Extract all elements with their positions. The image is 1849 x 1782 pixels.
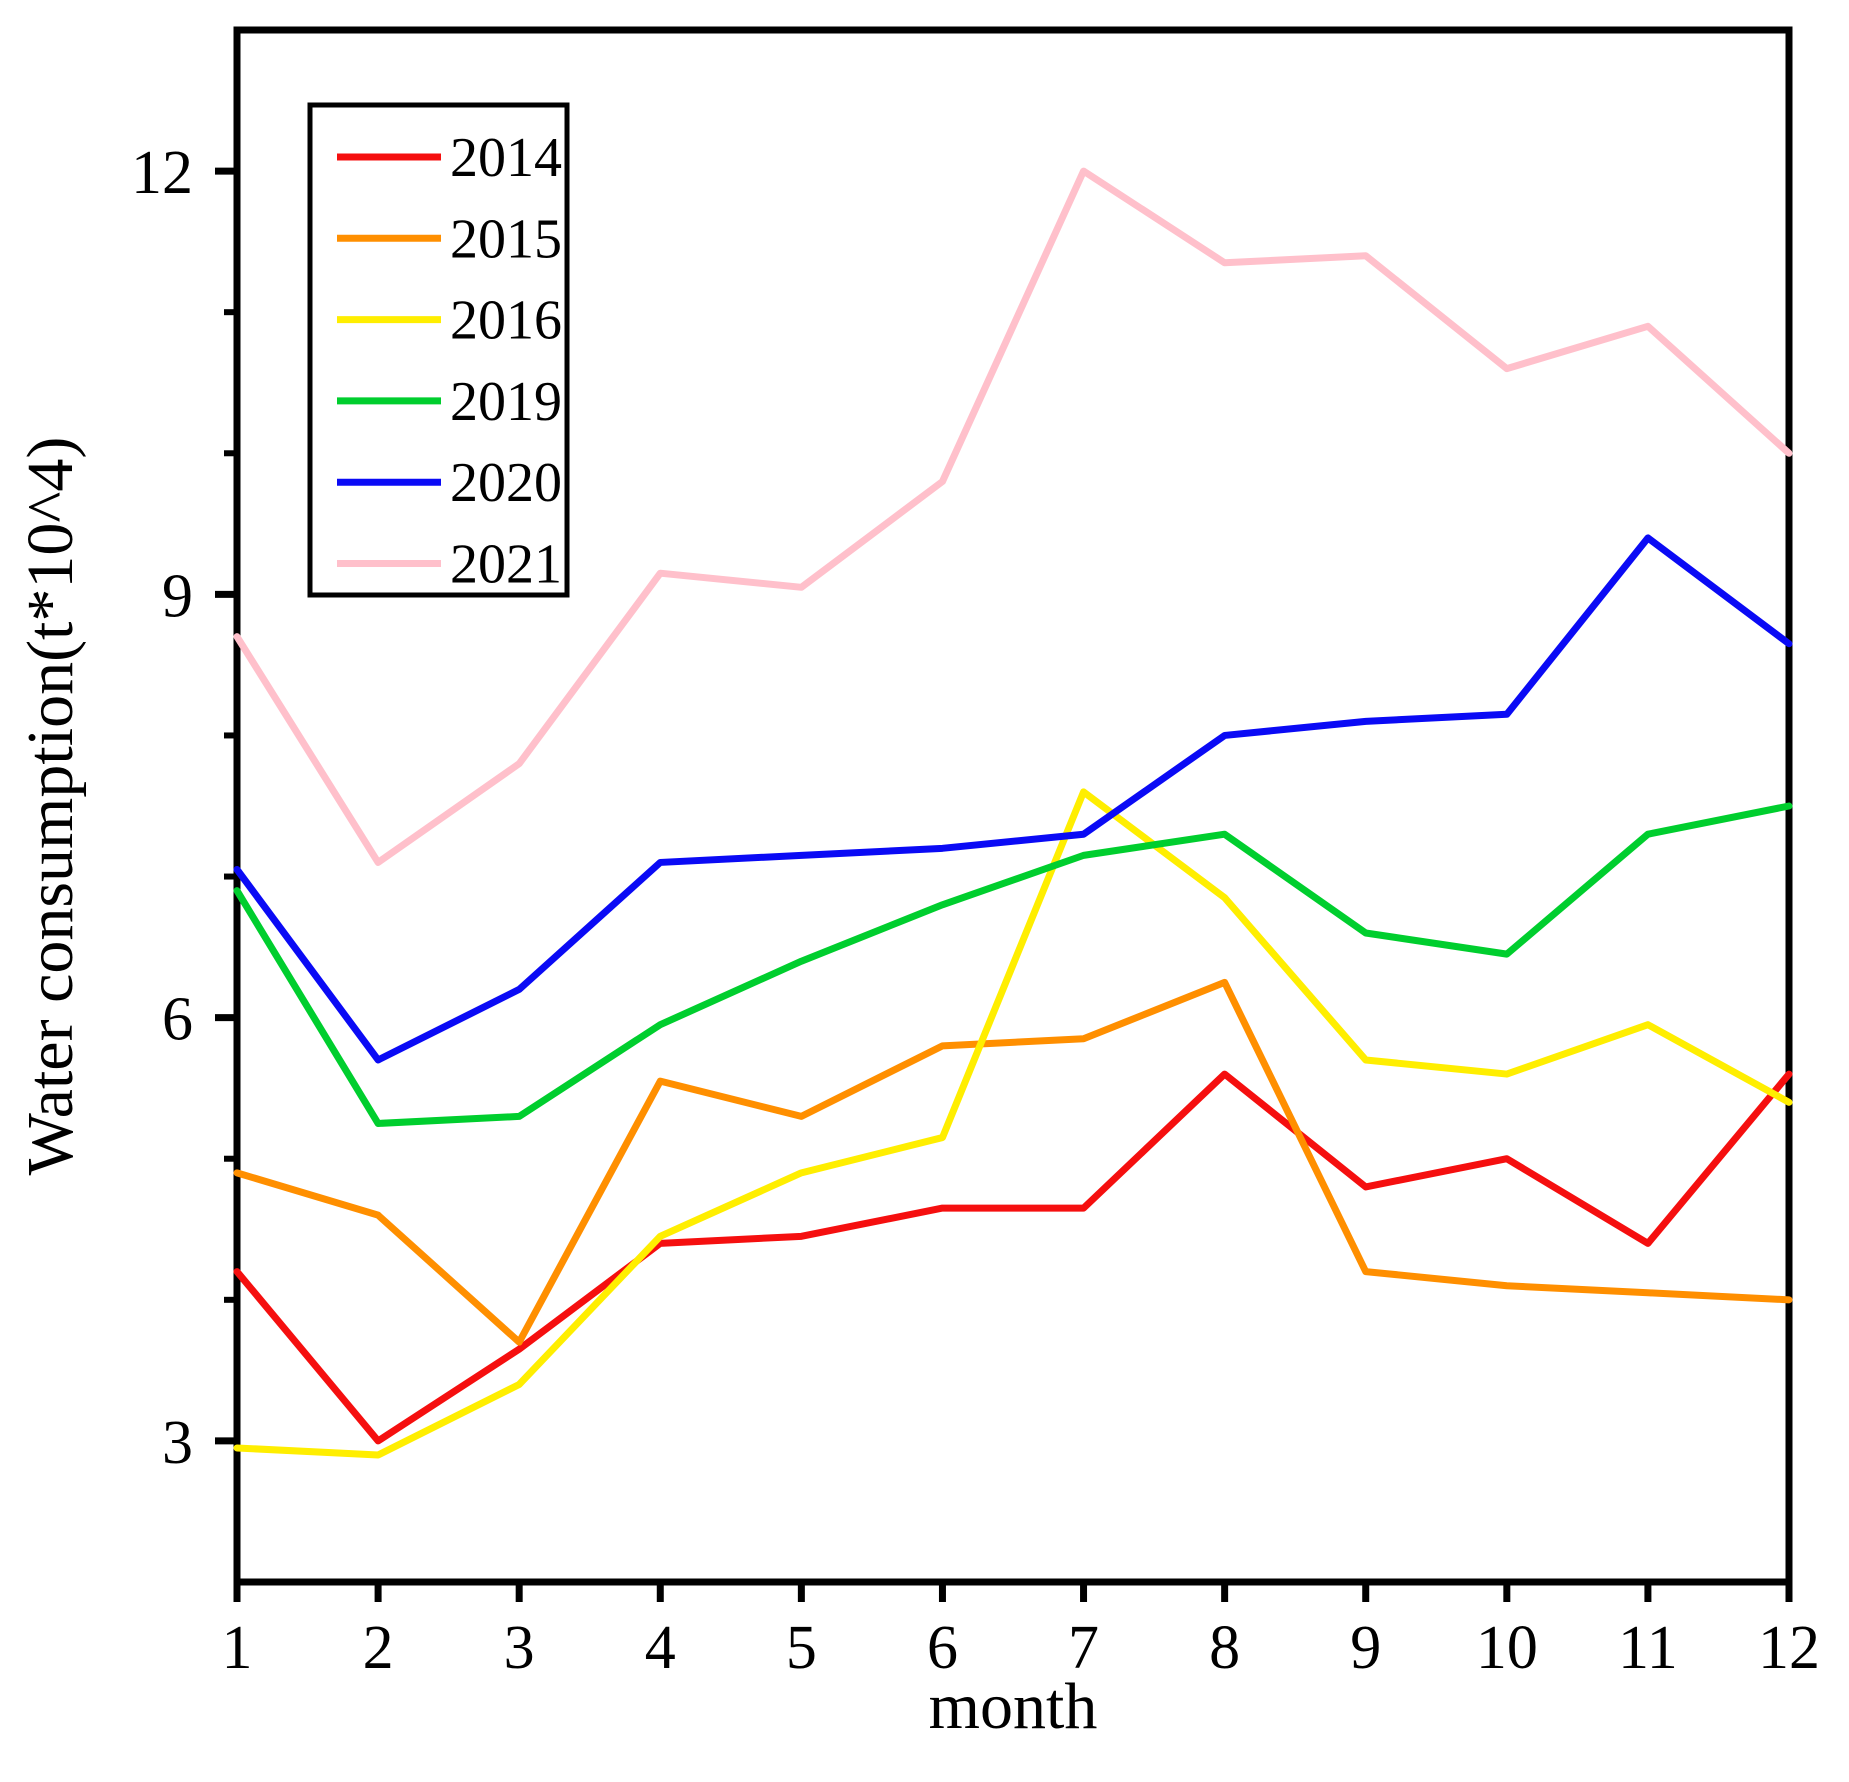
legend-label-2016: 2016 (450, 290, 562, 352)
x-tick-label: 2 (363, 1614, 394, 1682)
legend-box (307, 102, 570, 598)
x-tick-label: 10 (1476, 1614, 1538, 1682)
legend-label-2015: 2015 (450, 208, 562, 270)
legend-label-2014: 2014 (450, 127, 562, 189)
x-tick-label: 3 (504, 1614, 535, 1682)
y-tick-label: 6 (162, 986, 193, 1054)
y-tick-label: 3 (162, 1409, 193, 1477)
series-line-2021 (233, 167, 1793, 866)
legend-label-2019: 2019 (450, 371, 562, 433)
series-line-2014 (233, 1070, 1793, 1445)
y-axis-label: Water consumption(t*10^4) (14, 437, 87, 1176)
series-line-2019 (233, 802, 1793, 1127)
x-tick-label: 6 (927, 1614, 958, 1682)
legend-label-2021: 2021 (450, 534, 562, 596)
series-line-2015 (233, 978, 1793, 1346)
legend-label-2020: 2020 (450, 452, 562, 514)
x-tick-label: 9 (1350, 1614, 1381, 1682)
x-tick-label: 1 (222, 1614, 253, 1682)
x-tick-label: 5 (786, 1614, 817, 1682)
x-tick-label: 12 (1758, 1614, 1820, 1682)
x-tick-label: 7 (1068, 1614, 1099, 1682)
series-line-2020 (233, 534, 1793, 1064)
y-tick-label: 12 (131, 139, 193, 207)
series-line-2016 (233, 788, 1793, 1459)
x-tick-label: 8 (1209, 1614, 1240, 1682)
x-tick-label: 11 (1618, 1614, 1678, 1682)
x-tick-label: 4 (645, 1614, 676, 1682)
y-tick-label: 9 (162, 562, 193, 630)
x-axis-label: month (929, 1670, 1098, 1743)
